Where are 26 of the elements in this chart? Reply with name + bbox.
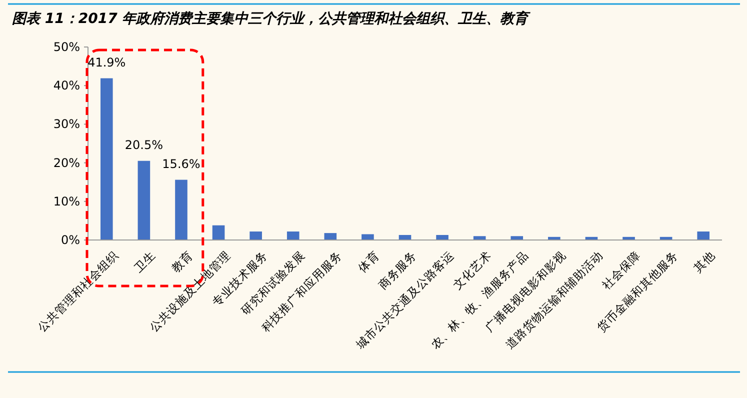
x-tick-label: 公共管理和社会组织: [34, 248, 121, 335]
x-tick-label: 教育: [168, 248, 196, 276]
data-label: 20.5%: [124, 138, 164, 152]
y-tick-label: 10%: [53, 194, 80, 208]
x-tick-label: 体育: [355, 248, 382, 276]
bar: [510, 236, 524, 240]
bar: [212, 225, 225, 240]
y-tick-label: 20%: [53, 156, 80, 170]
bar: [100, 78, 113, 240]
bar: [250, 232, 262, 240]
data-label: 15.6%: [162, 156, 200, 171]
bar: [175, 180, 188, 240]
bar: [138, 160, 150, 240]
y-tick-label: 50%: [53, 40, 80, 54]
y-tick-label: 40%: [53, 78, 80, 93]
chart-title: 图表 11：2017 年政府消费主要集中三个行业，公共管理和社会组织、卫生、教育: [12, 10, 532, 27]
x-tick-label: 卫生: [131, 248, 158, 276]
data-label: 41.9%: [88, 55, 126, 70]
bar: [362, 234, 374, 240]
bar: [324, 233, 337, 240]
x-tick-label: 其他: [690, 248, 718, 276]
y-tick-label: 30%: [53, 117, 80, 132]
bar: [436, 234, 448, 240]
y-tick-label: 0%: [60, 233, 80, 247]
bar: [286, 232, 300, 240]
bar: [697, 232, 710, 240]
